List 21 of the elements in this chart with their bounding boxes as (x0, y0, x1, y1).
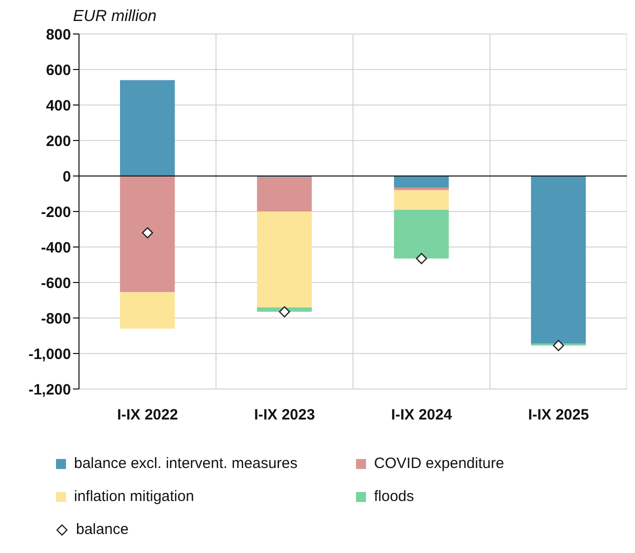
x-tick-label: I-IX 2025 (528, 406, 589, 424)
y-tick-label: -400 (40, 239, 71, 256)
legend-label: COVID expenditure (374, 455, 504, 472)
y-tick-label: 800 (46, 26, 71, 44)
legend-label: balance (76, 521, 129, 538)
y-tick-label: 600 (46, 62, 71, 79)
x-tick-label: I-IX 2023 (254, 406, 315, 424)
legend-label: balance excl. intervent. measures (74, 455, 298, 472)
legend-label: floods (374, 488, 414, 505)
legend-label: inflation mitigation (74, 488, 194, 505)
y-tick-label: 400 (46, 97, 71, 114)
y-axis-title: EUR million (73, 8, 157, 26)
y-tick-label: 200 (46, 132, 71, 150)
x-tick-label: I-IX 2024 (391, 406, 453, 424)
y-tick-label: -800 (40, 310, 71, 328)
y-tick-label: -1,000 (28, 346, 71, 363)
y-tick-label: -600 (40, 274, 71, 292)
y-tick-label: -200 (40, 204, 71, 221)
y-tick-label: 0 (62, 168, 71, 186)
y-tick-label: -1,200 (28, 381, 71, 398)
x-tick-label: I-IX 2022 (117, 406, 178, 424)
